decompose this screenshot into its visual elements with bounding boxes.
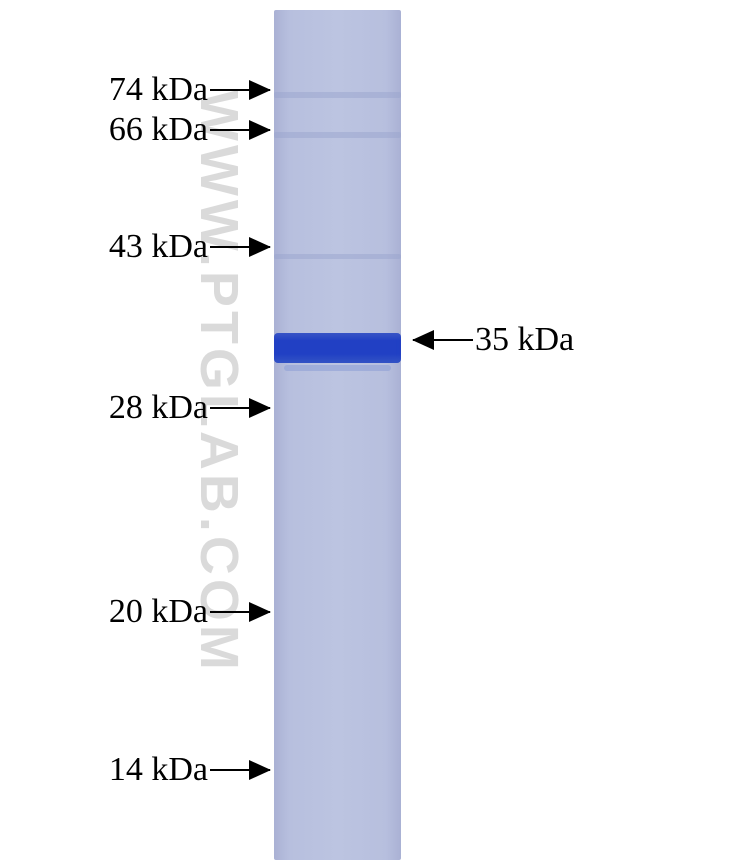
arrowhead-right-icon [249, 760, 271, 780]
marker-label: 28 kDa [109, 391, 208, 425]
arrowhead-right-icon [249, 120, 271, 140]
marker-label: 35 kDa [475, 323, 574, 357]
marker-label: 20 kDa [109, 595, 208, 629]
marker-label: 14 kDa [109, 753, 208, 787]
faint-band-43kda [274, 254, 401, 259]
arrowhead-right-icon [249, 398, 271, 418]
faint-band-74kda [274, 92, 401, 98]
marker-label: 74 kDa [109, 73, 208, 107]
gel-lane [274, 10, 401, 860]
marker-left-2: 43 kDa [107, 225, 270, 269]
arrowhead-right-icon [249, 602, 271, 622]
marker-label: 43 kDa [109, 230, 208, 264]
arrow-right-icon [210, 407, 270, 409]
main-band-35kda [274, 333, 401, 363]
marker-left-5: 14 kDa [107, 748, 270, 792]
marker-left-4: 20 kDa [107, 590, 270, 634]
faint-band-66kda [274, 132, 401, 138]
marker-right-0: 35 kDa [413, 318, 576, 362]
arrowhead-right-icon [249, 237, 271, 257]
arrow-right-icon [210, 611, 270, 613]
arrow-left-icon [413, 339, 473, 341]
arrowhead-right-icon [249, 80, 271, 100]
arrow-right-icon [210, 89, 270, 91]
arrow-right-icon [210, 129, 270, 131]
arrow-right-icon [210, 246, 270, 248]
marker-left-0: 74 kDa [107, 68, 270, 112]
arrowhead-left-icon [412, 330, 434, 350]
gel-figure: WWW.PTGLAB.COM 74 kDa 66 kDa 43 kDa 28 kDa 2… [0, 0, 740, 865]
marker-left-1: 66 kDa [107, 108, 270, 152]
watermark-text: WWW.PTGLAB.COM [188, 90, 250, 674]
marker-label: 66 kDa [109, 113, 208, 147]
arrow-right-icon [210, 769, 270, 771]
marker-left-3: 28 kDa [107, 386, 270, 430]
